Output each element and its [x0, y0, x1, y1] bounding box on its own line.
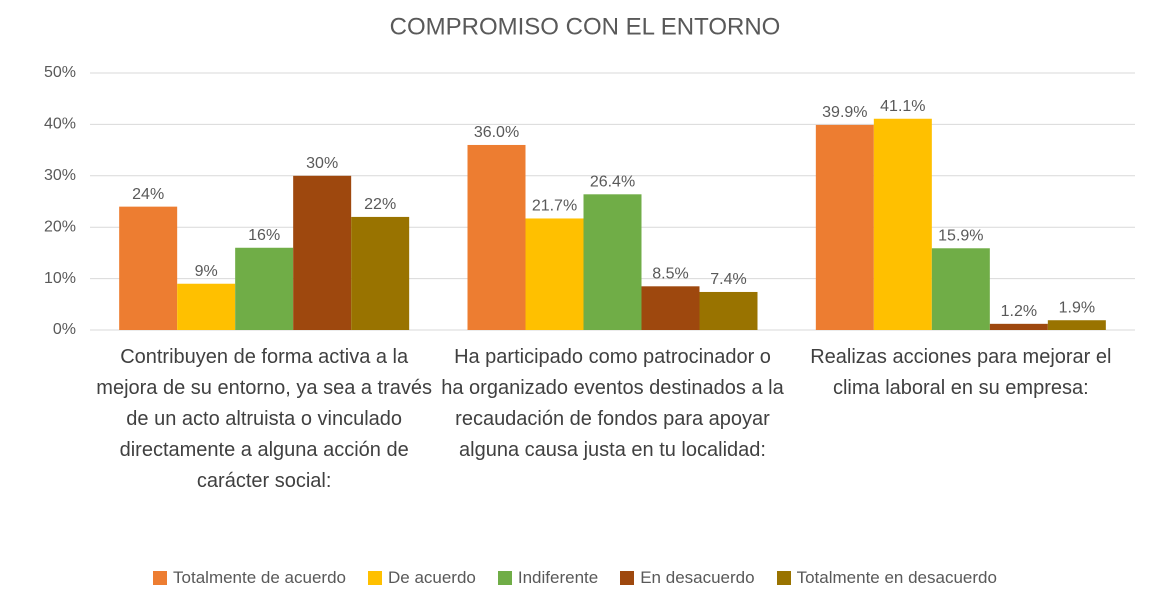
legend-label: De acuerdo: [387, 568, 476, 587]
bar: [583, 194, 642, 330]
legend-item: Totalmente de acuerdo: [153, 568, 346, 588]
chart-title: COMPROMISO CON EL ENTORNO: [390, 13, 781, 40]
bar: [525, 218, 584, 330]
bar: [293, 175, 352, 330]
y-tick-label: 40%: [44, 116, 76, 133]
data-label: 15.9%: [938, 227, 983, 244]
legend-item: En desacuerdo: [620, 568, 755, 588]
bar: [235, 247, 294, 330]
legend: Totalmente de acuerdo De acuerdo Indiferen…: [0, 568, 1150, 588]
legend-label: En desacuerdo: [640, 568, 755, 587]
legend-item: Totalmente en desacuerdo: [776, 568, 997, 588]
bar: [641, 286, 700, 330]
data-label: 9%: [195, 263, 218, 280]
legend-swatch: [620, 571, 635, 585]
legend-swatch: [153, 571, 168, 585]
x-tick-label: Contribuyen de forma activa a la mejora …: [96, 346, 433, 492]
bar: [931, 248, 990, 330]
y-tick-label: 20%: [44, 218, 76, 235]
data-label: 30%: [306, 155, 338, 172]
data-label: 41.1%: [880, 98, 925, 115]
bar: [119, 206, 178, 330]
bar: [177, 283, 236, 330]
data-label: 1.9%: [1059, 299, 1095, 316]
data-label: 36.0%: [474, 124, 519, 141]
legend-swatch: [497, 571, 512, 585]
bar: [351, 216, 410, 330]
legend-item: Indiferente: [497, 568, 599, 588]
data-label: 16%: [248, 227, 280, 244]
y-tick-label: 0%: [53, 321, 76, 338]
legend-swatch: [776, 571, 791, 585]
bar: [467, 144, 526, 330]
data-label: 1.2%: [1001, 303, 1037, 320]
y-tick-label: 10%: [44, 270, 76, 287]
bar: [873, 118, 932, 330]
legend-label: Totalmente en desacuerdo: [796, 568, 997, 587]
data-label: 21.7%: [532, 198, 577, 215]
legend-label: Indiferente: [517, 568, 599, 587]
legend-swatch: [367, 571, 382, 585]
data-label: 8.5%: [652, 266, 688, 283]
data-label: 22%: [364, 196, 396, 213]
data-label: 26.4%: [590, 174, 635, 191]
bar: [699, 291, 758, 330]
data-label: 7.4%: [710, 271, 746, 288]
y-tick-label: 50%: [44, 64, 76, 81]
data-label: 39.9%: [822, 104, 867, 121]
legend-item: De acuerdo: [367, 568, 476, 588]
legend-label: Totalmente de acuerdo: [173, 568, 346, 587]
x-tick-label: Realizas acciones para mejorar el clima …: [810, 346, 1112, 399]
y-tick-label: 30%: [44, 167, 76, 184]
bar: [989, 323, 1048, 330]
bar: [815, 124, 874, 330]
x-tick-label: Ha participado como patrocinador o ha or…: [441, 346, 784, 461]
data-label: 24%: [132, 186, 164, 203]
bar: [1047, 320, 1106, 330]
